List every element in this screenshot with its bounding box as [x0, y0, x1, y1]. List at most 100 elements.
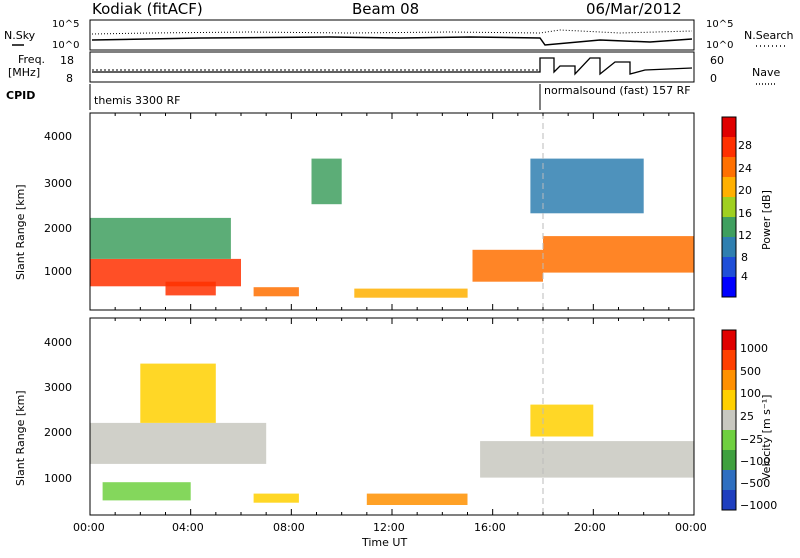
power-region — [472, 249, 543, 282]
colorbar-segment — [722, 257, 736, 278]
colorbar-segment — [722, 330, 736, 351]
nsearch-label: N.Search — [744, 29, 794, 42]
colorbar-segment — [722, 370, 736, 391]
velocity-region — [253, 493, 299, 503]
nsky-frame — [89, 19, 695, 51]
nsky-tick-left-bottom: 10^0 — [52, 40, 79, 51]
velocity-region — [366, 493, 468, 505]
velocity-cbar-tick-100: 100 — [740, 387, 761, 400]
freq-unit-label: [MHz] — [8, 66, 40, 79]
xtick-2400: 00:00 — [675, 521, 707, 534]
power-ytick-3000: 3000 — [44, 177, 72, 190]
freq-label: Freq. — [18, 53, 45, 66]
power-ylabel: Slant Range [km] — [14, 184, 27, 280]
colorbar-segment — [722, 277, 736, 298]
nsky-panel: N.Sky 10^5 10^0 10^5 10^0 N.Search — [4, 19, 794, 51]
velocity-ylabel: Slant Range [km] — [14, 390, 27, 486]
power-cbar-tick-16: 16 — [738, 207, 752, 220]
colorbar-segment — [722, 410, 736, 431]
nsky-tick-right-bottom: 10^0 — [706, 40, 733, 51]
velocity-cbar-tick-neg100: −100 — [740, 455, 770, 468]
power-region — [253, 287, 299, 297]
power-region — [311, 158, 342, 205]
velocity-cbar-label: Velocity [m s⁻¹] — [760, 395, 773, 480]
velocity-cbar-tick-25: 25 — [740, 410, 754, 423]
power-ytick-4000: 4000 — [44, 130, 72, 143]
cpid-label: CPID — [6, 89, 35, 102]
xtick-0000: 00:00 — [73, 521, 105, 534]
velocity-region — [102, 482, 191, 501]
colorbar-segment — [722, 217, 736, 238]
nsky-label: N.Sky — [4, 29, 36, 42]
power-region — [354, 288, 468, 298]
velocity-colorbar — [721, 329, 737, 511]
colorbar-segment — [722, 177, 736, 198]
date-title: 06/Mar/2012 — [586, 0, 682, 18]
colorbar-segment — [722, 237, 736, 258]
colorbar-segment — [722, 470, 736, 491]
x-axis-label: Time UT — [361, 536, 407, 549]
velocity-cbar-tick-500: 500 — [740, 365, 761, 378]
power-cbar-tick-24: 24 — [738, 162, 752, 175]
power-region — [530, 158, 644, 214]
power-cbar-tick-12: 12 — [738, 229, 752, 242]
nsky-tick-right-top: 10^5 — [706, 19, 733, 30]
colorbar-segment — [722, 117, 736, 138]
xtick-1200: 12:00 — [373, 521, 405, 534]
colorbar-segment — [722, 157, 736, 178]
freq-trace — [92, 57, 693, 76]
freq-nave-panel: Freq. [MHz] 18 8 60 0 Nave — [8, 51, 780, 85]
colorbar-frame — [721, 329, 737, 511]
x-axis: 00:00 04:00 08:00 12:00 16:00 20:00 00:0… — [73, 521, 707, 549]
velocity-cbar-tick-neg25: −25 — [740, 433, 763, 446]
velocity-cbar-tick-1000: 1000 — [740, 342, 768, 355]
velocity-ytick-4000: 4000 — [44, 336, 72, 349]
power-cbar-tick-8: 8 — [741, 251, 748, 264]
velocity-region — [90, 422, 267, 464]
nave-tick-top: 60 — [710, 54, 724, 67]
xtick-1600: 16:00 — [474, 521, 506, 534]
nsearch-trace — [91, 29, 693, 35]
power-ytick-2000: 2000 — [44, 222, 72, 235]
xtick-0800: 08:00 — [273, 521, 305, 534]
velocity-panel: 4000 3000 2000 1000 Slant Range [km] Vel… — [14, 317, 777, 516]
power-cbar-tick-28: 28 — [738, 139, 752, 152]
power-cbar-tick-20: 20 — [738, 184, 752, 197]
colorbar-segment — [722, 197, 736, 218]
colorbar-segment — [722, 430, 736, 451]
velocity-ytick-1000: 1000 — [44, 472, 72, 485]
colorbar-segment — [722, 490, 736, 511]
power-panel: 4000 3000 2000 1000 Slant Range [km] Pow… — [14, 112, 773, 311]
xtick-2000: 20:00 — [574, 521, 606, 534]
velocity-region — [480, 441, 694, 478]
cpid-mode-1: themis 3300 RF — [94, 94, 181, 107]
velocity-region — [140, 363, 216, 423]
power-region — [543, 236, 694, 273]
velocity-region — [530, 404, 594, 437]
colorbar-segment — [722, 450, 736, 471]
power-region — [90, 217, 231, 259]
nave-label: Nave — [752, 66, 780, 79]
power-ytick-1000: 1000 — [44, 265, 72, 278]
cpid-mode-2: normalsound (fast) 157 RF — [544, 84, 691, 97]
station-title: Kodiak (fitACF) — [92, 0, 203, 18]
velocity-data — [90, 363, 694, 505]
power-colorbar — [721, 116, 737, 298]
nave-tick-bottom: 0 — [710, 72, 717, 85]
power-data — [90, 158, 694, 298]
freq-frame — [89, 51, 695, 83]
freq-tick-top: 18 — [60, 54, 74, 67]
velocity-cbar-tick-neg1000: −1000 — [740, 499, 777, 512]
power-cbar-label: Power [dB] — [760, 190, 773, 250]
xtick-0400: 04:00 — [172, 521, 204, 534]
colorbar-segment — [722, 350, 736, 371]
nsky-tick-left-top: 10^5 — [52, 19, 79, 30]
power-cbar-tick-4: 4 — [741, 270, 748, 283]
cpid-row: CPID themis 3300 RF normalsound (fast) 1… — [6, 84, 691, 110]
velocity-ytick-2000: 2000 — [44, 426, 72, 439]
colorbar-segment — [722, 390, 736, 411]
colorbar-frame — [721, 116, 737, 298]
velocity-ytick-3000: 3000 — [44, 381, 72, 394]
freq-tick-bottom: 8 — [66, 72, 73, 85]
